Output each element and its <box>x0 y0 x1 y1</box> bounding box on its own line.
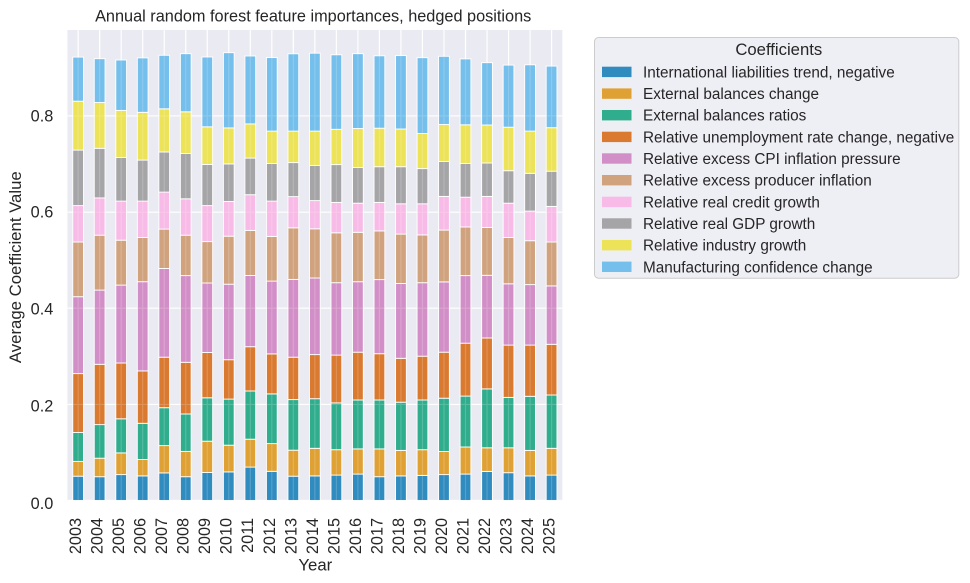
svg-text:Annual random forest feature i: Annual random forest feature importances… <box>95 8 531 26</box>
svg-text:2015: 2015 <box>325 518 343 554</box>
svg-text:Relative excess CPI inflation: Relative excess CPI inflation pressure <box>643 151 901 168</box>
svg-text:2016: 2016 <box>347 518 365 554</box>
svg-text:2014: 2014 <box>304 518 322 554</box>
svg-text:2008: 2008 <box>175 518 193 554</box>
svg-text:2019: 2019 <box>411 518 429 554</box>
svg-text:Average Coefficient Value: Average Coefficient Value <box>6 171 25 363</box>
svg-text:2020: 2020 <box>433 518 451 554</box>
svg-text:0.8: 0.8 <box>31 108 54 126</box>
svg-text:External balances change: External balances change <box>643 86 819 103</box>
svg-text:Coefficients: Coefficients <box>735 40 822 59</box>
svg-text:2021: 2021 <box>454 518 472 554</box>
svg-text:2025: 2025 <box>541 518 559 554</box>
svg-text:2013: 2013 <box>282 518 300 554</box>
svg-text:Relative real GDP growth: Relative real GDP growth <box>643 216 815 233</box>
svg-text:Relative excess producer infla: Relative excess producer inflation <box>643 173 872 190</box>
svg-text:0.6: 0.6 <box>31 204 54 222</box>
svg-text:2011: 2011 <box>239 518 257 553</box>
svg-text:0.2: 0.2 <box>31 398 54 416</box>
svg-text:2024: 2024 <box>519 518 537 554</box>
svg-text:2017: 2017 <box>368 518 386 554</box>
svg-text:2010: 2010 <box>218 518 236 554</box>
svg-text:Year: Year <box>298 556 332 575</box>
svg-text:0.4: 0.4 <box>31 301 54 319</box>
svg-text:2003: 2003 <box>67 518 85 554</box>
svg-text:Relative unemployment rate cha: Relative unemployment rate change, negat… <box>643 129 954 146</box>
svg-text:Manufacturing confidence chang: Manufacturing confidence change <box>643 259 873 276</box>
svg-text:International liabilities tren: International liabilities trend, negativ… <box>643 64 895 81</box>
svg-text:2022: 2022 <box>476 518 494 554</box>
svg-text:2005: 2005 <box>110 518 128 554</box>
svg-text:2012: 2012 <box>261 518 279 554</box>
svg-text:2004: 2004 <box>89 518 107 554</box>
svg-text:2007: 2007 <box>153 518 171 554</box>
svg-text:0.0: 0.0 <box>31 495 54 513</box>
svg-text:2018: 2018 <box>390 518 408 554</box>
svg-text:Relative real credit growth: Relative real credit growth <box>643 194 820 211</box>
svg-text:2006: 2006 <box>132 518 150 554</box>
svg-text:2023: 2023 <box>497 518 515 554</box>
svg-text:Relative industry growth: Relative industry growth <box>643 238 806 255</box>
svg-text:External balances ratios: External balances ratios <box>643 108 807 125</box>
svg-text:2009: 2009 <box>196 518 214 554</box>
